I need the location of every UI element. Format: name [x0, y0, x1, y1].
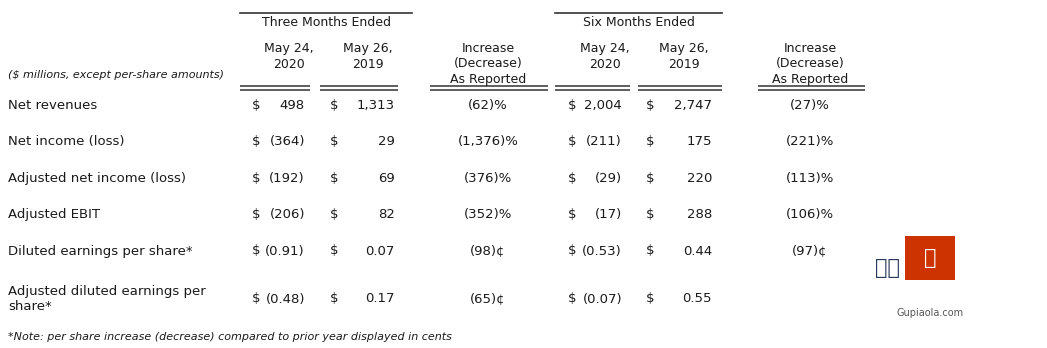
Text: (27)%: (27)% — [790, 98, 830, 111]
Text: Diluted earnings per share*: Diluted earnings per share* — [8, 245, 193, 258]
Text: $: $ — [569, 208, 577, 221]
Text: 哒: 哒 — [923, 248, 936, 268]
Text: ($ millions, except per-share amounts): ($ millions, except per-share amounts) — [8, 70, 224, 80]
Text: $: $ — [252, 172, 261, 184]
Text: Increase
(Decrease)
As Reported: Increase (Decrease) As Reported — [772, 42, 848, 86]
Text: (376)%: (376)% — [464, 172, 512, 184]
Text: $: $ — [330, 135, 338, 148]
Text: Six Months Ended: Six Months Ended — [582, 16, 694, 29]
Text: (62)%: (62)% — [468, 98, 508, 111]
Text: $: $ — [252, 293, 261, 306]
Text: Net income (loss): Net income (loss) — [8, 135, 125, 148]
Text: 2,747: 2,747 — [674, 98, 712, 111]
Text: 0.55: 0.55 — [683, 293, 712, 306]
Text: $: $ — [330, 245, 338, 258]
Text: $: $ — [646, 208, 654, 221]
Text: $: $ — [646, 293, 654, 306]
Text: (113)%: (113)% — [786, 172, 834, 184]
Text: (98)¢: (98)¢ — [470, 245, 506, 258]
Text: 220: 220 — [687, 172, 712, 184]
Text: (221)%: (221)% — [786, 135, 834, 148]
Text: $: $ — [569, 172, 577, 184]
Text: Three Months Ended: Three Months Ended — [262, 16, 391, 29]
Text: $: $ — [252, 208, 261, 221]
Text: $: $ — [330, 293, 338, 306]
Text: $: $ — [569, 245, 577, 258]
Text: (1,376)%: (1,376)% — [458, 135, 518, 148]
Text: 175: 175 — [687, 135, 712, 148]
Text: (106)%: (106)% — [786, 208, 834, 221]
Text: $: $ — [252, 245, 261, 258]
Text: (192): (192) — [269, 172, 305, 184]
Text: (0.07): (0.07) — [582, 293, 622, 306]
Text: May 24,
2020: May 24, 2020 — [264, 42, 313, 71]
Text: 69: 69 — [378, 172, 395, 184]
Text: (97)¢: (97)¢ — [793, 245, 828, 258]
Text: $: $ — [569, 98, 577, 111]
Text: 1,313: 1,313 — [357, 98, 395, 111]
Text: May 24,
2020: May 24, 2020 — [580, 42, 630, 71]
Text: $: $ — [646, 98, 654, 111]
Text: 0.17: 0.17 — [365, 293, 395, 306]
Text: *Note: per share increase (decrease) compared to prior year displayed in cents: *Note: per share increase (decrease) com… — [8, 332, 452, 342]
Text: (29): (29) — [595, 172, 622, 184]
Text: (0.91): (0.91) — [265, 245, 305, 258]
Text: Adjusted EBIT: Adjusted EBIT — [8, 208, 101, 221]
Text: 0.07: 0.07 — [365, 245, 395, 258]
Text: $: $ — [330, 208, 338, 221]
Text: $: $ — [252, 135, 261, 148]
Text: Adjusted net income (loss): Adjusted net income (loss) — [8, 172, 186, 184]
Text: 29: 29 — [378, 135, 395, 148]
Text: $: $ — [646, 135, 654, 148]
Text: Gupiaola.com: Gupiaola.com — [896, 308, 963, 318]
Text: $: $ — [569, 293, 577, 306]
Bar — [905, 236, 955, 280]
Text: $: $ — [252, 98, 261, 111]
Text: 股票: 股票 — [875, 258, 900, 278]
Text: 2,004: 2,004 — [584, 98, 622, 111]
Text: $: $ — [646, 172, 654, 184]
Text: (206): (206) — [269, 208, 305, 221]
Text: (0.48): (0.48) — [266, 293, 305, 306]
Text: $: $ — [569, 135, 577, 148]
Text: 288: 288 — [687, 208, 712, 221]
Text: (364): (364) — [269, 135, 305, 148]
Text: 0.44: 0.44 — [683, 245, 712, 258]
Text: Increase
(Decrease)
As Reported: Increase (Decrease) As Reported — [450, 42, 527, 86]
Text: (17): (17) — [595, 208, 622, 221]
Text: $: $ — [330, 98, 338, 111]
Text: May 26,
2019: May 26, 2019 — [342, 42, 393, 71]
Text: (65)¢: (65)¢ — [470, 293, 506, 306]
Text: May 26,
2019: May 26, 2019 — [660, 42, 709, 71]
Text: 82: 82 — [378, 208, 395, 221]
Text: 498: 498 — [280, 98, 305, 111]
Text: $: $ — [646, 245, 654, 258]
Text: $: $ — [330, 172, 338, 184]
Text: (352)%: (352)% — [464, 208, 512, 221]
Text: (0.53): (0.53) — [582, 245, 622, 258]
Text: Net revenues: Net revenues — [8, 98, 97, 111]
Text: (211): (211) — [586, 135, 622, 148]
Text: Adjusted diluted earnings per
share*: Adjusted diluted earnings per share* — [8, 285, 206, 313]
